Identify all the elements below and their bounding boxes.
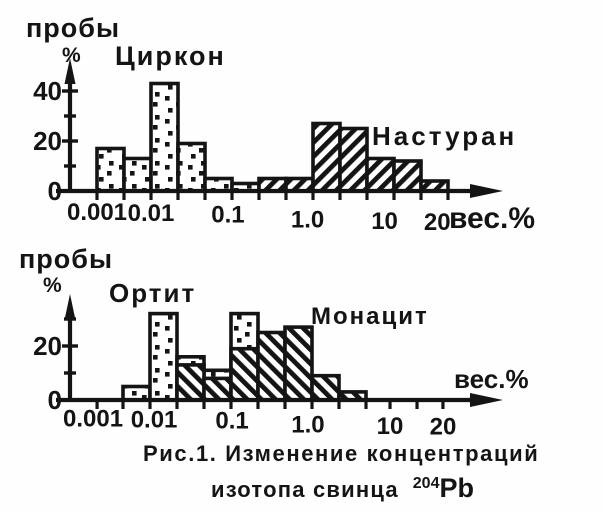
y-axis-unit: %: [62, 44, 81, 67]
bar-dots: [95, 146, 126, 193]
chart-top: 0 20 40 0.001 0.01 0.1 1.0 10 20 пробы% Циркон Наст…: [26, 13, 535, 236]
x-axis-unit: вес.%: [454, 364, 529, 394]
x-axis-arrow: [470, 393, 503, 407]
isotope-mass-superscript: 204: [412, 475, 440, 492]
series-label-hatched: Настуран: [372, 121, 517, 151]
x-tick-label: 0.1: [211, 202, 244, 229]
x-tick-label: 10: [371, 208, 398, 235]
bar-hatchDown: [283, 325, 314, 402]
chart-bottom: 0 20 0.001 0.01 0.1 1.0 10 20 пробы% Ортит Монацит…: [19, 244, 529, 441]
x-tick-label: 1.0: [291, 412, 324, 439]
bar-hatchDown: [310, 373, 341, 402]
bar-dots: [122, 156, 153, 193]
bar-hatchUp: [365, 156, 396, 193]
bar-dots: [148, 311, 179, 402]
bar-dots: [149, 81, 180, 193]
x-tick-label: 0.01: [128, 200, 175, 227]
x-tick-label: 20: [430, 414, 457, 441]
bar-hatchUp: [392, 159, 423, 193]
x-tick-label: 1.0: [291, 206, 324, 233]
bar-hatchDown: [229, 346, 260, 402]
series-label-dotted: Ортит: [109, 278, 196, 308]
bar-hatchDown: [175, 363, 206, 402]
bar-hatchDown: [202, 376, 233, 402]
x-axis-arrow: [470, 184, 503, 198]
x-tick-label: 0.01: [131, 406, 178, 433]
x-tick-label: 0.001: [67, 199, 127, 226]
bar-hatchDown: [256, 330, 287, 402]
x-tick-label: 0.1: [215, 408, 248, 435]
caption-line-1: Рис.1. Изменение концентраций: [143, 441, 540, 466]
caption-line-2-text: изотопа свинца: [211, 477, 399, 502]
y-tick-label: 40: [33, 76, 62, 106]
y-axis-arrow: [64, 294, 76, 320]
y-axis-title: пробы: [19, 244, 113, 274]
y-axis-title: пробы: [26, 13, 120, 43]
caption-line-2: изотопа свинца 204Pb: [211, 473, 474, 504]
y-tick-label: 0: [48, 385, 62, 415]
element-symbol: Pb: [439, 473, 474, 503]
y-axis-unit: %: [43, 274, 62, 297]
series-label-hatched: Монацит: [311, 303, 429, 330]
y-tick-label: 20: [33, 331, 62, 361]
bar-dots: [176, 141, 207, 193]
y-tick-label: 20: [33, 126, 62, 156]
y-tick-label: 0: [48, 176, 62, 206]
series-label-dotted: Циркон: [115, 41, 226, 71]
bar-hatchUp: [338, 126, 369, 193]
x-axis-unit: вес.%: [449, 202, 535, 235]
x-tick-label: 20: [424, 209, 451, 236]
x-tick-label: 10: [377, 413, 404, 440]
bar-hatchUp: [311, 121, 342, 193]
x-tick-label: 0.001: [63, 406, 123, 433]
y-axis-arrow: [64, 58, 76, 84]
